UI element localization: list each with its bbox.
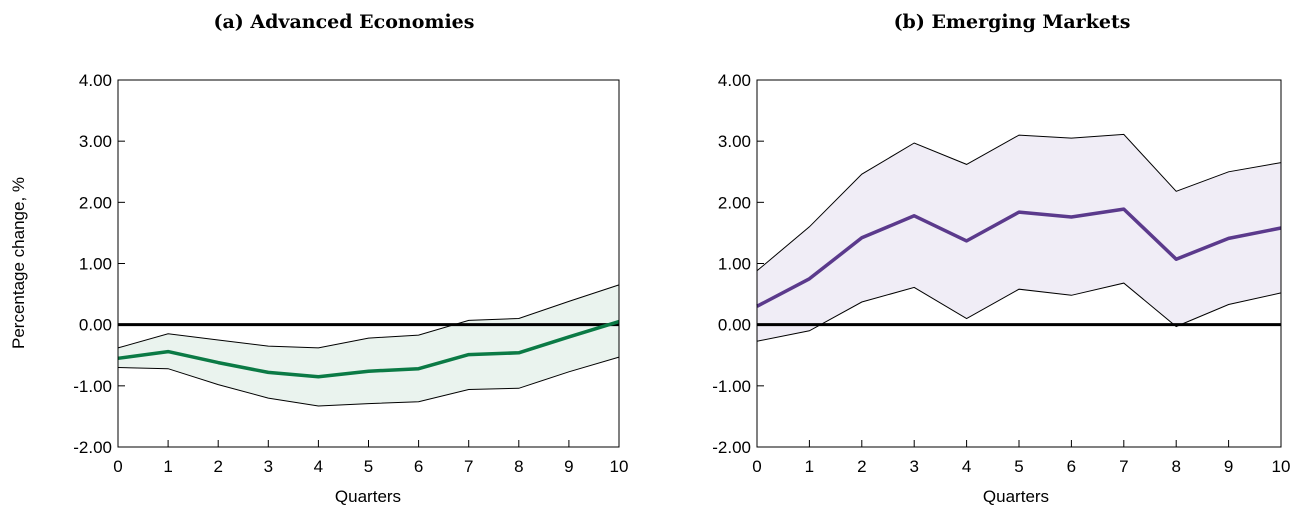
x-tick-label: 0 bbox=[113, 457, 122, 476]
x-tick-label: 9 bbox=[564, 457, 573, 476]
x-tick-label: 6 bbox=[1067, 457, 1076, 476]
x-tick-label: 4 bbox=[962, 457, 971, 476]
x-tick-label: 2 bbox=[213, 457, 222, 476]
upper-band-line bbox=[756, 133, 1282, 272]
y-axis-label: Percentage change, % bbox=[9, 177, 28, 349]
x-axis-label: Quarters bbox=[335, 487, 401, 506]
x-tick-label: 5 bbox=[364, 457, 373, 476]
y-tick-label: -2.00 bbox=[712, 438, 751, 457]
y-tick-label: 1.00 bbox=[79, 255, 112, 274]
y-tick-label: 1.00 bbox=[718, 255, 751, 274]
estimate-line bbox=[756, 207, 1282, 308]
panel-advanced-economies: (a) Advanced Economies Percentage change… bbox=[9, 11, 628, 506]
y-tick-label: 3.00 bbox=[79, 132, 112, 151]
x-tick-label: 3 bbox=[264, 457, 273, 476]
y-tick-label: 2.00 bbox=[718, 193, 751, 212]
x-tick-label: 6 bbox=[414, 457, 423, 476]
confidence-band bbox=[118, 284, 619, 406]
panel-title: (a) Advanced Economies bbox=[214, 11, 475, 33]
x-tick-label: 10 bbox=[610, 457, 629, 476]
y-tick-label: -1.00 bbox=[73, 377, 112, 396]
y-tick-label: 0.00 bbox=[79, 316, 112, 335]
x-tick-label: 0 bbox=[752, 457, 761, 476]
x-tick-label: 4 bbox=[314, 457, 323, 476]
y-tick-label: -2.00 bbox=[73, 438, 112, 457]
x-tick-label: 7 bbox=[1119, 457, 1128, 476]
y-tick-label: -1.00 bbox=[712, 377, 751, 396]
x-axis-label: Quarters bbox=[983, 487, 1049, 506]
y-tick-label: 2.00 bbox=[79, 193, 112, 212]
lower-band-line bbox=[117, 356, 620, 407]
y-tick-label: 0.00 bbox=[718, 316, 751, 335]
y-tick-label: 4.00 bbox=[718, 71, 751, 90]
estimate-line bbox=[117, 319, 620, 379]
y-tick-label: 4.00 bbox=[79, 71, 112, 90]
x-tick-label: 1 bbox=[805, 457, 814, 476]
panel-emerging-markets: (b) Emerging Markets Quarters -2.00 -1.00… bbox=[712, 11, 1290, 506]
upper-band-line bbox=[117, 284, 620, 349]
x-tick-label: 5 bbox=[1014, 457, 1023, 476]
x-tick-label: 2 bbox=[857, 457, 866, 476]
y-tick-label: 3.00 bbox=[718, 132, 751, 151]
x-tick-label: 1 bbox=[163, 457, 172, 476]
confidence-band bbox=[757, 134, 1281, 342]
panel-title: (b) Emerging Markets bbox=[894, 11, 1131, 33]
x-tick-label: 8 bbox=[514, 457, 523, 476]
x-tick-label: 10 bbox=[1272, 457, 1291, 476]
lower-band-line bbox=[756, 282, 1282, 342]
x-tick-label: 8 bbox=[1171, 457, 1180, 476]
x-tick-label: 3 bbox=[909, 457, 918, 476]
x-tick-label: 9 bbox=[1224, 457, 1233, 476]
x-tick-label: 7 bbox=[464, 457, 473, 476]
